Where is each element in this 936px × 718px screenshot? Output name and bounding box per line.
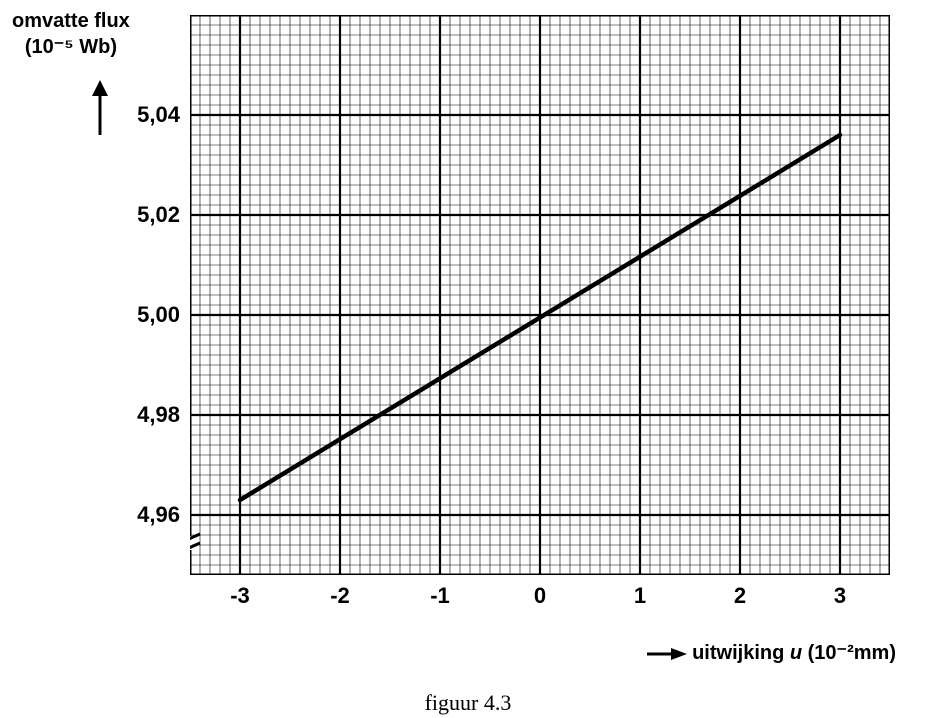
- x-tick-label: 3: [820, 583, 860, 609]
- y-tick-label: 4,96: [120, 502, 180, 528]
- flux-vs-displacement-chart: [190, 15, 890, 575]
- x-tick-label: -3: [220, 583, 260, 609]
- figure-caption: figuur 4.3: [0, 690, 936, 716]
- y-axis-title-unit: (10⁻⁵ Wb): [12, 34, 130, 60]
- x-axis-unit: (10⁻²mm): [802, 642, 896, 664]
- x-axis-arrow-icon: [645, 646, 687, 662]
- x-axis-variable: u: [790, 642, 802, 664]
- y-axis-title: omvatte flux (10⁻⁵ Wb): [12, 8, 130, 60]
- y-axis-title-text: omvatte flux: [12, 8, 130, 34]
- y-tick-label: 5,02: [120, 202, 180, 228]
- y-tick-label: 4,98: [120, 402, 180, 428]
- y-tick-label: 5,04: [120, 102, 180, 128]
- x-axis-title: uitwijking: [692, 642, 790, 664]
- y-tick-label: 5,00: [120, 302, 180, 328]
- x-tick-label: 1: [620, 583, 660, 609]
- x-tick-label: -2: [320, 583, 360, 609]
- y-axis-arrow-icon: [80, 80, 120, 140]
- x-tick-label: -1: [420, 583, 460, 609]
- x-tick-label: 2: [720, 583, 760, 609]
- x-axis-label-group: uitwijking u (10⁻²mm): [645, 640, 896, 665]
- x-tick-label: 0: [520, 583, 560, 609]
